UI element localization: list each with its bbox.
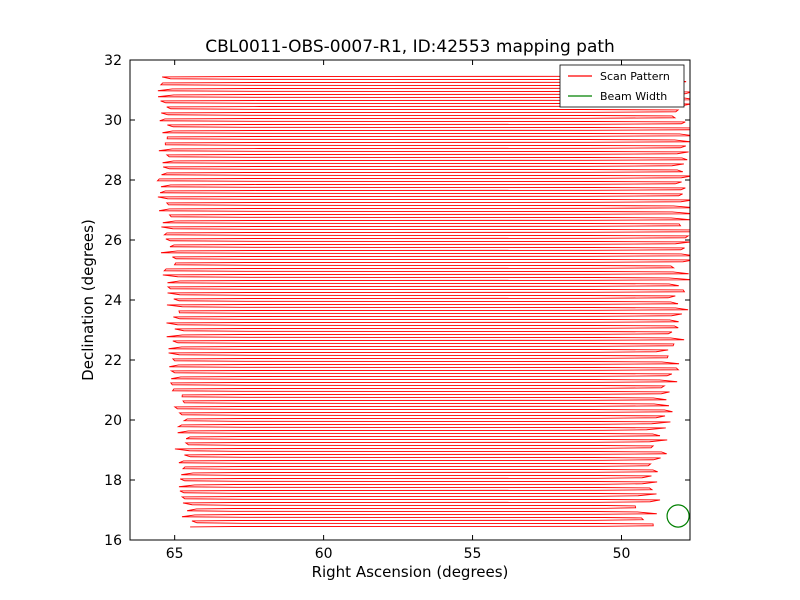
x-tick-label: 60 — [315, 546, 333, 562]
y-tick-label: 20 — [104, 413, 122, 429]
legend: Scan Pattern Beam Width — [559, 64, 685, 108]
y-axis-label: Declination (degrees) — [79, 219, 97, 381]
y-tick-label: 22 — [104, 353, 122, 369]
scan-pattern-line — [156, 75, 690, 528]
chart-title: CBL0011-OBS-0007-R1, ID:42553 mapping pa… — [205, 37, 615, 57]
y-tick-label: 24 — [104, 293, 122, 309]
beam-width-circle — [666, 504, 690, 528]
x-tick-label: 50 — [613, 546, 631, 562]
x-axis-ticks: 65 60 55 50 — [166, 60, 631, 562]
plot-area-frame — [129, 59, 691, 541]
y-tick-label: 28 — [104, 173, 122, 189]
y-axis-ticks: 16 18 20 22 24 26 28 30 32 — [104, 53, 690, 549]
x-tick-label: 65 — [166, 546, 184, 562]
x-tick-label: 55 — [464, 546, 482, 562]
x-axis-label: Right Ascension (degrees) — [312, 563, 509, 581]
y-tick-label: 18 — [104, 473, 122, 489]
y-tick-label: 16 — [104, 533, 122, 549]
y-tick-label: 30 — [104, 113, 122, 129]
y-tick-label: 26 — [104, 233, 122, 249]
legend-box — [559, 64, 685, 108]
beam-width-series — [666, 504, 690, 528]
scan-pattern-series — [156, 75, 690, 528]
legend-label-scan-pattern: Scan Pattern — [600, 70, 670, 83]
y-tick-label: 32 — [104, 53, 122, 69]
legend-label-beam-width: Beam Width — [600, 90, 667, 103]
